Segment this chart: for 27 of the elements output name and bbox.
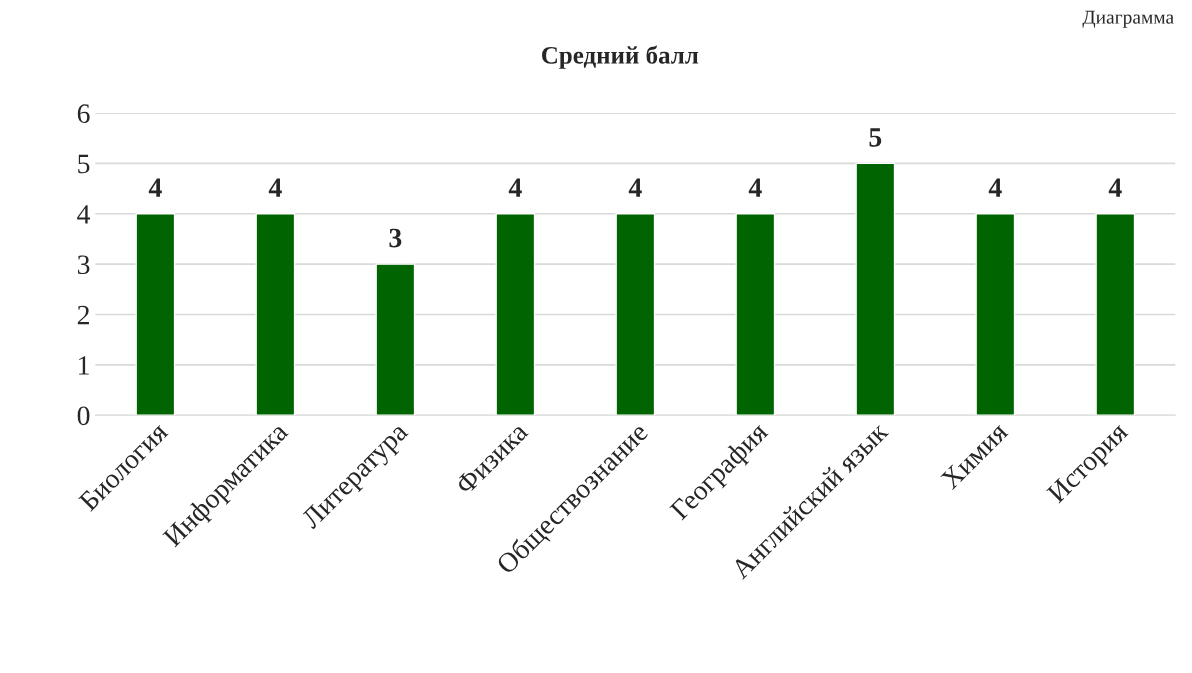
- data-label: 4: [148, 178, 162, 197]
- bar: [735, 213, 776, 416]
- data-label: 4: [628, 178, 642, 197]
- bar: [135, 213, 176, 416]
- data-label: 3: [389, 228, 402, 248]
- bar: [375, 263, 416, 416]
- bar: [495, 213, 536, 416]
- data-label: 4: [508, 178, 522, 197]
- y-tick-label: 4: [77, 205, 91, 224]
- y-tick-label: 1: [79, 356, 89, 375]
- bar: [615, 213, 656, 416]
- data-label: 5: [869, 128, 882, 147]
- bar: [255, 213, 296, 416]
- y-tick-label: 5: [78, 154, 90, 174]
- data-label: 4: [268, 178, 282, 197]
- bar: [1095, 213, 1136, 416]
- y-tick-label: 2: [77, 305, 89, 325]
- y-tick-label: 3: [77, 255, 90, 275]
- data-label: 4: [748, 178, 762, 197]
- y-tick-label: 6: [77, 104, 90, 123]
- data-label: 4: [1108, 178, 1122, 197]
- bar: [855, 162, 896, 416]
- text: Диаграмма: [1082, 10, 1174, 28]
- data-label: 4: [988, 178, 1002, 197]
- y-tick-label: 0: [77, 406, 90, 426]
- bar: [975, 213, 1016, 416]
- chart-title: Средний балл: [542, 45, 699, 69]
